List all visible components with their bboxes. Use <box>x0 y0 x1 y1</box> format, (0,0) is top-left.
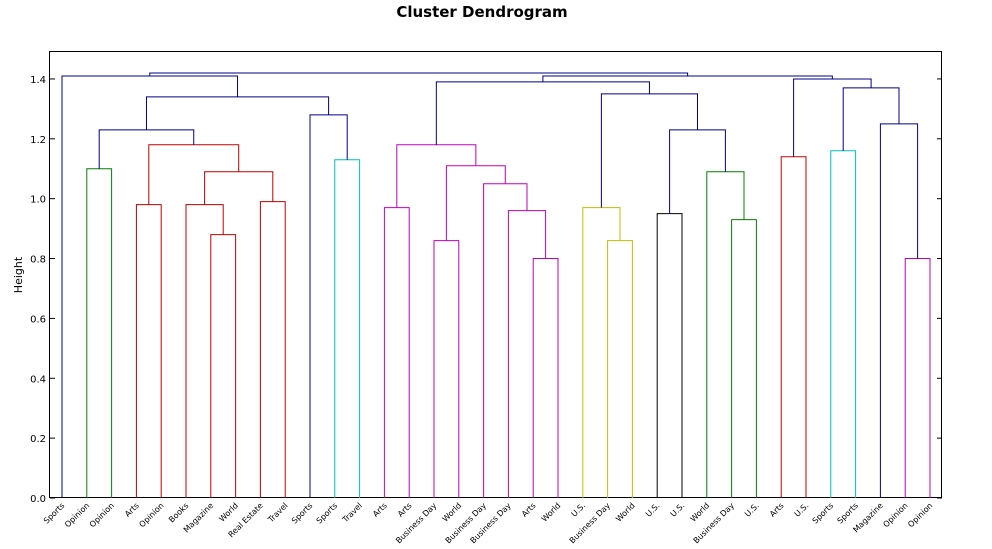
y-tick-label: 0.4 <box>30 374 46 385</box>
dendrogram-link <box>309 114 348 498</box>
dendrogram-link <box>607 240 633 498</box>
leaf-label: Arts <box>396 501 414 519</box>
leaf-label: U.S. <box>743 501 761 519</box>
dendrogram-link <box>600 93 698 208</box>
dendrogram-link <box>145 96 330 130</box>
leaf-label: Opinion <box>63 501 91 529</box>
dendrogram-link <box>879 123 919 498</box>
leaf-label: U.S. <box>793 501 811 519</box>
leaf-label: Arts <box>371 501 389 519</box>
leaf-label: World <box>689 501 712 524</box>
dendrogram-link <box>731 219 757 498</box>
leaf-label: U.S. <box>669 501 687 519</box>
dendrogram-link <box>259 201 286 498</box>
leaf-label: Arts <box>520 501 538 519</box>
dendrogram-link <box>98 129 195 169</box>
dendrogram-link <box>435 81 650 145</box>
leaf-label: Arts <box>123 501 141 519</box>
dendrogram-link <box>842 87 900 151</box>
dendrogram-link <box>396 144 477 208</box>
y-tick-label: 0.8 <box>30 255 46 266</box>
dendrogram-links <box>61 72 931 498</box>
y-tick-label: 0.2 <box>30 434 46 445</box>
leaf-label: Travel <box>266 501 290 525</box>
leaf-label: Sports <box>811 501 836 526</box>
dendrogram-link <box>445 165 506 241</box>
leaf-label: Opinion <box>137 501 165 529</box>
dendrogram-link <box>780 156 807 498</box>
dendrogram-link <box>185 204 224 498</box>
dendrogram-link <box>149 72 689 76</box>
dendrogram-link <box>904 258 931 498</box>
chart-title: Cluster Dendrogram <box>396 3 567 21</box>
leaf-label: Opinion <box>88 501 116 529</box>
leaf-label: World <box>441 501 464 524</box>
dendrogram-link <box>830 150 857 498</box>
dendrogram-link <box>507 210 547 498</box>
dendrogram-link <box>135 204 162 498</box>
dendrogram-link <box>669 129 726 214</box>
leaf-label: Opinion <box>906 501 934 529</box>
dendrogram-link <box>383 207 410 498</box>
dendrogram-link <box>204 171 274 205</box>
y-tick-label: 1.4 <box>30 75 46 86</box>
leaf-label: World <box>217 501 240 524</box>
y-tick-label: 1.0 <box>30 195 46 206</box>
dendrogram-link <box>656 213 683 498</box>
plot-frame <box>49 51 942 498</box>
dendrogram-link <box>210 234 237 498</box>
dendrogram-link <box>148 144 240 205</box>
y-tick-label: 1.2 <box>30 135 46 146</box>
dendrogram-link <box>483 183 528 498</box>
y-tick-label: 0.0 <box>30 494 46 505</box>
dendrogram-link <box>433 240 460 498</box>
dendrogram-link <box>532 258 559 498</box>
leaf-label: World <box>540 501 563 524</box>
y-tick-label: 0.6 <box>30 314 46 325</box>
leaf-label: Arts <box>768 501 786 519</box>
dendrogram-link <box>542 75 833 82</box>
leaf-label: U.S. <box>570 501 588 519</box>
leaf-label: Sports <box>290 501 315 526</box>
dendrogram-link <box>793 78 872 157</box>
dendrogram-link <box>334 159 361 498</box>
leaf-label: U.S. <box>644 501 662 519</box>
leaf-label: Sports <box>315 501 340 526</box>
dendrogram-link <box>582 207 621 498</box>
y-ticks: 0.0 0.2 0.4 0.6 0.8 1.0 1.2 1.4 <box>30 75 942 505</box>
leaf-label: Travel <box>340 501 364 525</box>
leaf-label: World <box>614 501 637 524</box>
dendrogram-link <box>86 168 113 498</box>
y-axis-label: Height <box>12 256 25 293</box>
dendrogram-link <box>706 171 745 498</box>
leaf-label: Books <box>167 501 190 524</box>
leaf-label: Opinion <box>881 501 909 529</box>
